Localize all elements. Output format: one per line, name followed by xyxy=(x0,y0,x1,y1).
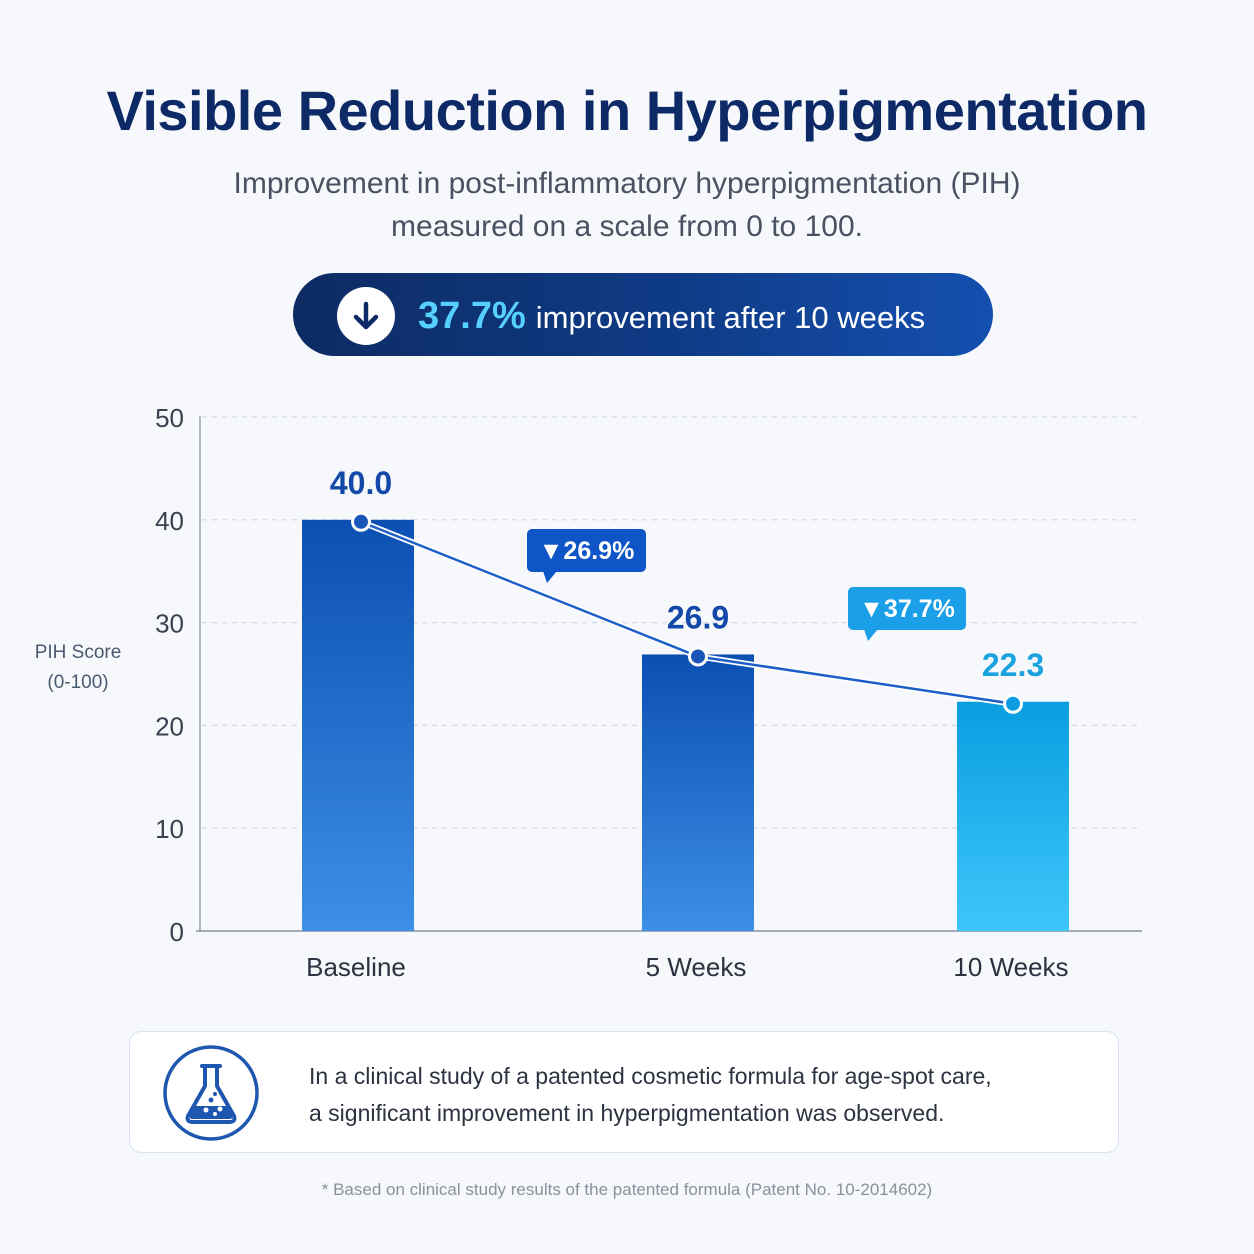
arrow-down-icon xyxy=(337,287,395,345)
change-callout-pointer xyxy=(864,629,878,641)
change-callout: ▼26.9% xyxy=(527,529,646,583)
change-callout: ▼37.7% xyxy=(848,587,966,641)
value-label: 26.9 xyxy=(667,599,729,635)
x-tick-label: Baseline xyxy=(306,952,406,982)
improvement-banner-text: 37.7% improvement after 10 weeks xyxy=(418,294,925,340)
page-subtitle: Improvement in post-inflammatory hyperpi… xyxy=(227,162,1027,248)
y-tick-label: 10 xyxy=(155,814,184,844)
subtitle-line-2: measured on a scale from 0 to 100. xyxy=(391,210,863,243)
y-tick-label: 30 xyxy=(155,609,184,639)
improvement-banner xyxy=(293,273,993,356)
study-note-card xyxy=(129,1031,1119,1153)
subtitle-line-1: Improvement in post-inflammatory hyperpi… xyxy=(233,167,1021,200)
bars xyxy=(302,519,1069,931)
x-tick-label: 5 Weeks xyxy=(646,952,747,982)
y-tick-label: 0 xyxy=(170,917,184,947)
change-callout-pointer xyxy=(543,571,557,583)
y-tick-labels: 0 10 20 30 40 50 xyxy=(155,403,184,947)
study-note-line-2: a significant improvement in hyperpigmen… xyxy=(309,1100,945,1126)
y-tick-label: 50 xyxy=(155,403,184,433)
page-title: Visible Reduction in Hyperpigmentation xyxy=(106,79,1148,142)
study-note-line-1: In a clinical study of a patented cosmet… xyxy=(309,1063,992,1089)
y-tick-label: 40 xyxy=(155,506,184,536)
bar-10-weeks xyxy=(957,701,1069,931)
trend-point xyxy=(1003,693,1023,714)
value-label: 40.0 xyxy=(330,465,392,501)
footnote: * Based on clinical study results of the… xyxy=(321,1180,933,1199)
change-callout-label: ▼37.7% xyxy=(859,595,955,623)
improvement-caption: improvement after 10 weeks xyxy=(535,300,926,335)
y-axis-label-line-1: PIH Score xyxy=(35,642,122,663)
trend-point xyxy=(688,646,708,667)
value-labels: 40.0 26.9 22.3 xyxy=(330,465,1044,683)
trend-point xyxy=(351,511,371,532)
study-note-text: In a clinical study of a patented cosmet… xyxy=(309,1058,1089,1132)
y-tick-label: 20 xyxy=(155,711,184,741)
y-axis-label-line-2: (0-100) xyxy=(47,672,108,693)
flask-icon xyxy=(162,1044,260,1142)
change-callout-label: ▼26.9% xyxy=(539,537,635,565)
x-tick-label: 10 Weeks xyxy=(953,952,1068,982)
trend-line xyxy=(351,511,1023,714)
bar-5-weeks xyxy=(642,654,754,931)
x-tick-labels: Baseline 5 Weeks 10 Weeks xyxy=(306,952,1068,982)
value-label: 22.3 xyxy=(982,647,1044,683)
improvement-percent: 37.7% xyxy=(418,295,526,337)
change-callout-box xyxy=(848,587,966,630)
change-callout-box xyxy=(527,529,646,572)
change-callouts: ▼26.9% ▼37.7% xyxy=(527,529,966,641)
bar-baseline xyxy=(302,519,414,931)
